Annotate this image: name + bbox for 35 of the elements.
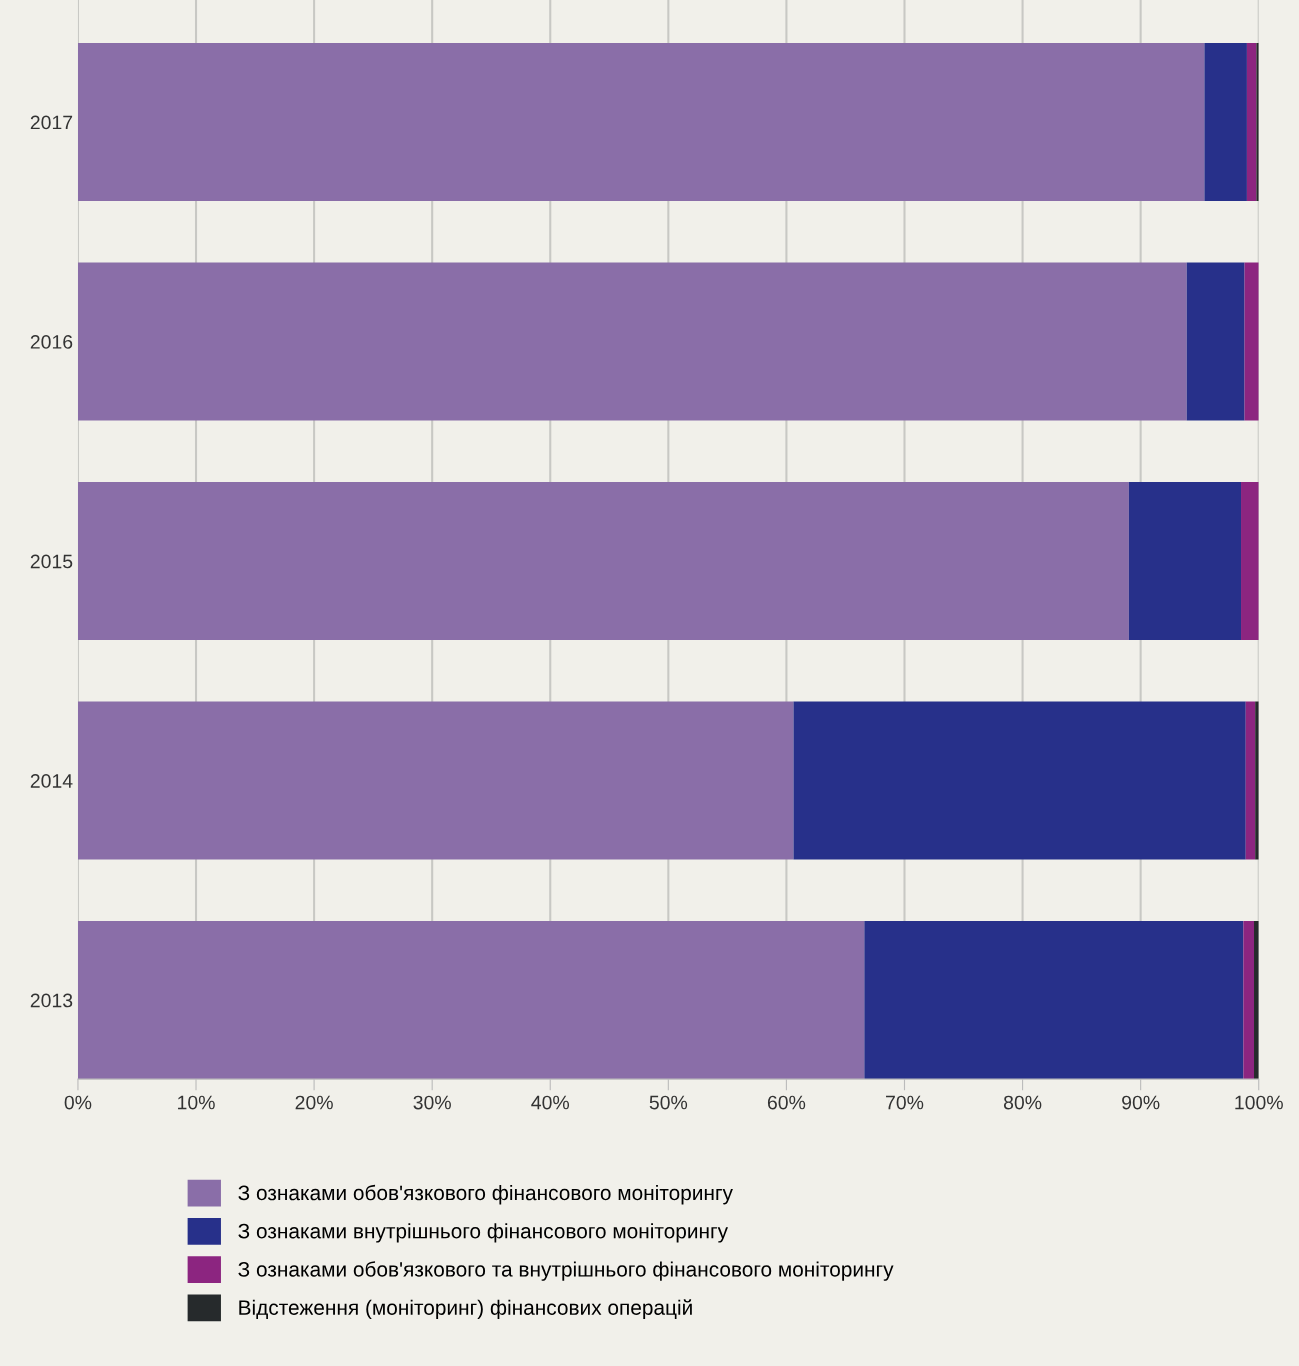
legend-label: З ознаками обов'язкового та внутрішнього фінансового моніторингу bbox=[238, 1261, 894, 1281]
bar bbox=[1241, 482, 1259, 641]
y-tick-label: 2013 bbox=[30, 993, 73, 1008]
bar bbox=[1245, 701, 1256, 860]
bar bbox=[77, 482, 1129, 641]
x-tick-label: 100% bbox=[1235, 1095, 1283, 1110]
x-tick-label: 20% bbox=[295, 1095, 333, 1110]
bar bbox=[1246, 43, 1257, 202]
bar bbox=[1204, 43, 1247, 202]
legend-label: З ознаками внутрішнього фінансового моніторингу bbox=[238, 1223, 728, 1243]
y-tick-label: 2016 bbox=[30, 335, 73, 349]
bar bbox=[1186, 262, 1245, 421]
x-tick-label: 70% bbox=[886, 1095, 924, 1110]
bar bbox=[77, 921, 865, 1080]
bar bbox=[77, 701, 794, 860]
bar bbox=[1128, 482, 1242, 641]
x-tick-label: 60% bbox=[767, 1095, 806, 1110]
x-tick-label: 90% bbox=[1122, 1095, 1160, 1110]
y-tick-label: 2015 bbox=[30, 554, 73, 569]
x-tick-label: 0% bbox=[64, 1095, 92, 1110]
y-tick-label: 2017 bbox=[30, 115, 73, 130]
legend-label: З ознаками обов'язкового фінансового моніторингу bbox=[238, 1184, 733, 1205]
x-tick-label: 80% bbox=[1003, 1095, 1042, 1110]
bar bbox=[793, 701, 1246, 860]
bar bbox=[77, 43, 1205, 202]
bar bbox=[1244, 262, 1259, 421]
x-tick-label: 30% bbox=[413, 1095, 451, 1110]
x-tick-label: 50% bbox=[649, 1095, 688, 1110]
bar bbox=[1243, 921, 1255, 1080]
y-tick-label: 2014 bbox=[30, 774, 73, 788]
bar bbox=[77, 262, 1187, 421]
legend-label: Відстеження (моніторинг) фінансових операцій bbox=[239, 1299, 692, 1320]
bar bbox=[864, 921, 1244, 1080]
x-tick-label: 10% bbox=[178, 1095, 215, 1110]
x-tick-label: 40% bbox=[531, 1095, 570, 1110]
